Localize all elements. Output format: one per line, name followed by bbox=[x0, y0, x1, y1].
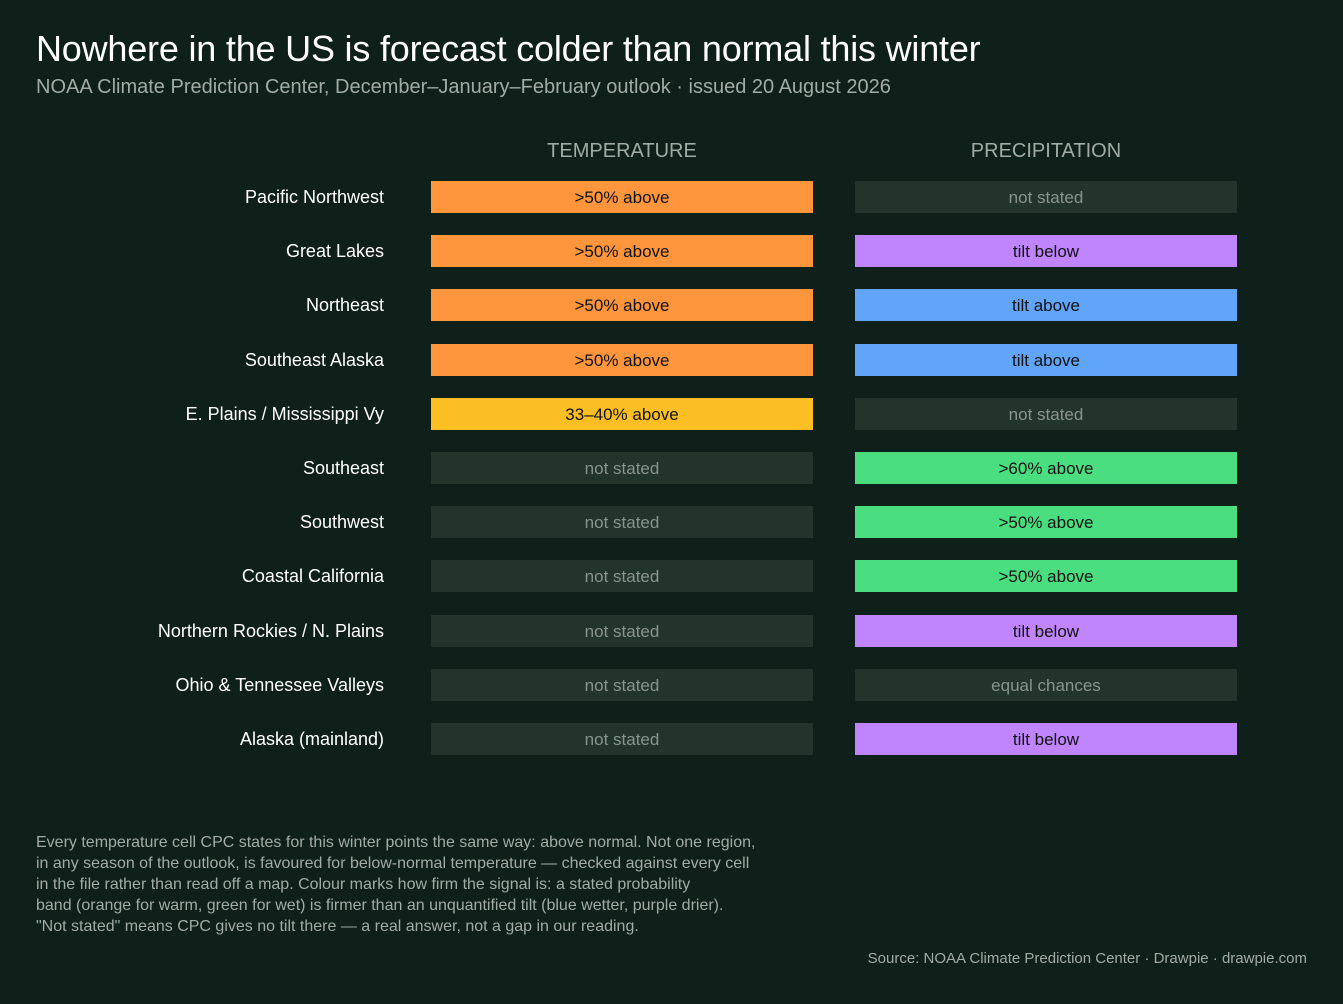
precipitation-cell bbox=[855, 398, 1237, 430]
precipitation-cell-label: tilt below bbox=[1013, 622, 1080, 641]
chart-subtitle: NOAA Climate Prediction Center, December… bbox=[36, 76, 891, 98]
precipitation-cell bbox=[855, 344, 1237, 376]
precipitation-cell-label: equal chances bbox=[991, 676, 1101, 695]
temperature-cell bbox=[431, 181, 813, 213]
temperature-cell bbox=[431, 560, 813, 592]
temperature-cell bbox=[431, 398, 813, 430]
temperature-cell-label: >50% above bbox=[575, 351, 670, 370]
precipitation-cell-label: >50% above bbox=[999, 567, 1094, 586]
precipitation-cell bbox=[855, 235, 1237, 267]
row-label: E. Plains / Mississippi Vy bbox=[186, 404, 384, 424]
row-label: Ohio & Tennessee Valleys bbox=[176, 675, 384, 695]
precipitation-cell bbox=[855, 560, 1237, 592]
column-header-1: PRECIPITATION bbox=[971, 140, 1121, 162]
note-line: "Not stated" means CPC gives no tilt the… bbox=[36, 918, 639, 935]
row-label: Northern Rockies / N. Plains bbox=[158, 621, 384, 641]
temperature-cell bbox=[431, 506, 813, 538]
row-label: Southeast Alaska bbox=[245, 350, 385, 370]
precipitation-cell-label: tilt below bbox=[1013, 242, 1080, 261]
temperature-cell bbox=[431, 235, 813, 267]
row-label: Coastal California bbox=[242, 566, 385, 586]
precipitation-cell bbox=[855, 181, 1237, 213]
row-label: Southwest bbox=[300, 512, 384, 532]
temperature-cell-label: >50% above bbox=[575, 296, 670, 315]
note-line: in any season of the outlook, is favoure… bbox=[36, 855, 750, 872]
temperature-cell bbox=[431, 615, 813, 647]
row-label: Great Lakes bbox=[286, 241, 384, 261]
explanatory-note: Every temperature cell CPC states for th… bbox=[36, 832, 796, 937]
row-label: Pacific Northwest bbox=[245, 187, 384, 207]
temperature-cell-label: >50% above bbox=[575, 188, 670, 207]
precipitation-cell bbox=[855, 669, 1237, 701]
temperature-cell bbox=[431, 344, 813, 376]
temperature-cell bbox=[431, 669, 813, 701]
precipitation-cell bbox=[855, 506, 1237, 538]
precipitation-cell-label: >60% above bbox=[999, 459, 1094, 478]
precipitation-cell-label: tilt below bbox=[1013, 730, 1080, 749]
column-header-0: TEMPERATURE bbox=[547, 140, 697, 162]
precipitation-cell-label: not stated bbox=[1009, 188, 1084, 207]
note-line: band (orange for warm, green for wet) is… bbox=[36, 897, 724, 914]
row-label: Southeast bbox=[303, 458, 384, 478]
precipitation-cell-label: not stated bbox=[1009, 405, 1084, 424]
temperature-cell-label: not stated bbox=[585, 459, 660, 478]
precipitation-cell bbox=[855, 452, 1237, 484]
precipitation-cell bbox=[855, 615, 1237, 647]
temperature-cell-label: not stated bbox=[585, 730, 660, 749]
source-credit: Source: NOAA Climate Prediction Center ·… bbox=[867, 950, 1307, 967]
temperature-cell bbox=[431, 452, 813, 484]
note-line: in the file rather than read off a map. … bbox=[36, 876, 691, 893]
chart-title: Nowhere in the US is forecast colder tha… bbox=[36, 28, 981, 69]
temperature-cell-label: not stated bbox=[585, 567, 660, 586]
temperature-cell-label: not stated bbox=[585, 622, 660, 641]
temperature-cell-label: not stated bbox=[585, 513, 660, 532]
row-label: Northeast bbox=[306, 295, 384, 315]
precipitation-cell-label: tilt above bbox=[1012, 351, 1080, 370]
row-label: Alaska (mainland) bbox=[240, 729, 384, 749]
outlook-table: TEMPERATURE PRECIPITATION Pacific Northwes… bbox=[158, 140, 1237, 755]
precipitation-cell bbox=[855, 289, 1237, 321]
temperature-cell bbox=[431, 289, 813, 321]
precipitation-cell bbox=[855, 723, 1237, 755]
temperature-cell bbox=[431, 723, 813, 755]
temperature-cell-label: 33–40% above bbox=[565, 405, 678, 424]
note-line: Every temperature cell CPC states for th… bbox=[36, 834, 756, 851]
temperature-cell-label: >50% above bbox=[575, 242, 670, 261]
precipitation-cell-label: tilt above bbox=[1012, 296, 1080, 315]
precipitation-cell-label: >50% above bbox=[999, 513, 1094, 532]
temperature-cell-label: not stated bbox=[585, 676, 660, 695]
